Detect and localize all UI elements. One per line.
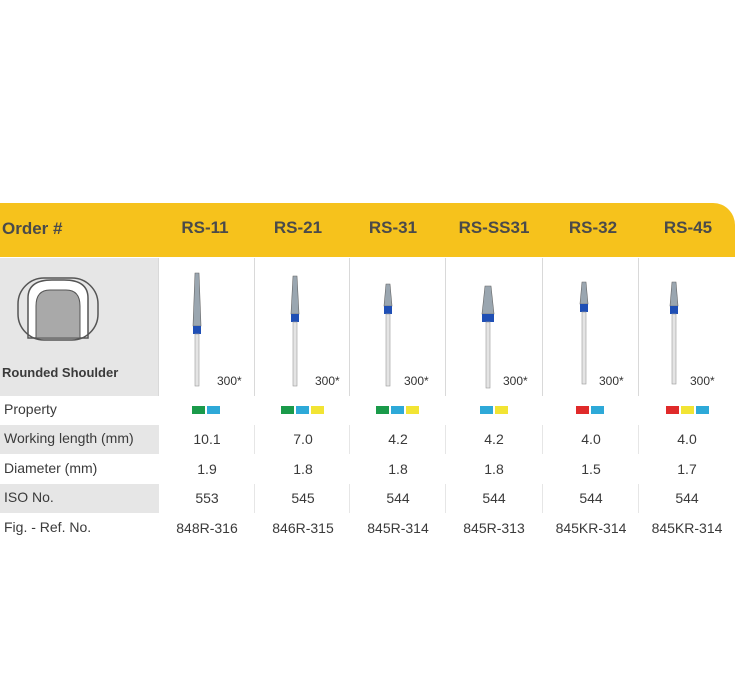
rpm-label: 300* (599, 374, 624, 388)
diameter-row: Diameter (mm) 1.9 1.8 1.8 1.8 1.5 1.7 (0, 455, 735, 483)
column-header: RS-21 (273, 218, 323, 237)
rpm-label: 300* (315, 374, 340, 388)
property-color-chip (375, 406, 389, 414)
cell-value: 544 (482, 490, 506, 506)
bur-icon (383, 283, 393, 387)
cell-value: 1.8 (388, 461, 408, 477)
bur-icon (481, 285, 495, 389)
cell-value: 4.2 (484, 431, 504, 447)
property-color-chip (390, 406, 404, 414)
cell-value: 845R-314 (367, 520, 429, 536)
property-color-chip (280, 406, 294, 414)
rpm-label: 300* (404, 374, 429, 388)
cell-value: 544 (386, 490, 410, 506)
property-color-chip (695, 406, 709, 414)
column-header: RS-31 (368, 218, 418, 237)
rpm-label: 300* (217, 374, 242, 388)
rpm-label: 300* (503, 374, 528, 388)
rounded-shoulder-icon (17, 277, 99, 341)
cell-value: 1.9 (197, 461, 217, 477)
property-color-chip (591, 406, 604, 414)
property-color-chip (405, 406, 419, 414)
row-label: Working length (mm) (4, 430, 134, 446)
rpm-label: 300* (690, 374, 715, 388)
property-color-chip (680, 406, 694, 414)
cell-value: 848R-316 (176, 520, 238, 536)
cell-value: 553 (195, 490, 219, 506)
cell-value: 4.0 (677, 431, 697, 447)
cell-value: 544 (579, 490, 603, 506)
bur-icon (669, 281, 679, 385)
bur-icon (290, 275, 300, 387)
bur-image-cell: 300* (350, 258, 445, 396)
bur-icon (579, 281, 589, 385)
order-label: Order # (2, 219, 63, 238)
shape-label: Rounded Shoulder (2, 365, 119, 380)
column-header: RS-SS31 (458, 218, 530, 237)
table-header: Order # RS-11 RS-21 RS-31 RS-SS31 RS-32 … (0, 203, 735, 257)
image-row: Rounded Shoulder 300* 300* (0, 258, 735, 396)
cell-value: 1.8 (293, 461, 313, 477)
column-header: RS-45 (663, 218, 713, 237)
bur-image-cell: 300* (159, 258, 254, 396)
property-color-chip (310, 406, 324, 414)
property-row: Property (0, 396, 735, 424)
working-length-row: Working length (mm) 10.1 7.0 4.2 4.2 4.0… (0, 425, 735, 454)
cell-value: 1.8 (484, 461, 504, 477)
property-color-chip (480, 406, 493, 414)
bur-image-cell: 300* (639, 258, 735, 396)
bur-image-cell: 300* (446, 258, 542, 396)
row-label: ISO No. (4, 489, 54, 505)
cell-value: 544 (675, 490, 699, 506)
iso-row: ISO No. 553 545 544 544 544 544 (0, 484, 735, 513)
property-color-chip (665, 406, 679, 414)
property-color-chip (495, 406, 508, 414)
cell-value: 845KR-314 (555, 520, 627, 536)
cell-value: 845KR-314 (651, 520, 723, 536)
bur-icon (192, 272, 202, 387)
cell-value: 10.1 (193, 431, 221, 447)
column-header: RS-32 (568, 218, 618, 237)
property-color-chip (576, 406, 589, 414)
property-color-chip (192, 406, 205, 414)
cell-value: 4.0 (581, 431, 601, 447)
cell-value: 1.5 (581, 461, 601, 477)
row-label: Fig. - Ref. No. (4, 519, 92, 535)
cell-value: 4.2 (388, 431, 408, 447)
ref-row: Fig. - Ref. No. 848R-316 846R-315 845R-3… (0, 514, 735, 542)
property-color-chip (295, 406, 309, 414)
bur-image-cell: 300* (543, 258, 638, 396)
shape-cell: Rounded Shoulder (0, 258, 158, 396)
cell-value: 1.7 (677, 461, 697, 477)
row-label: Diameter (mm) (4, 460, 98, 476)
cell-value: 545 (291, 490, 315, 506)
column-header: RS-11 (181, 218, 229, 237)
bur-image-cell: 300* (255, 258, 349, 396)
cell-value: 845R-313 (463, 520, 525, 536)
row-label: Property (4, 401, 57, 417)
cell-value: 7.0 (293, 431, 313, 447)
cell-value: 846R-315 (272, 520, 334, 536)
property-color-chip (207, 406, 220, 414)
